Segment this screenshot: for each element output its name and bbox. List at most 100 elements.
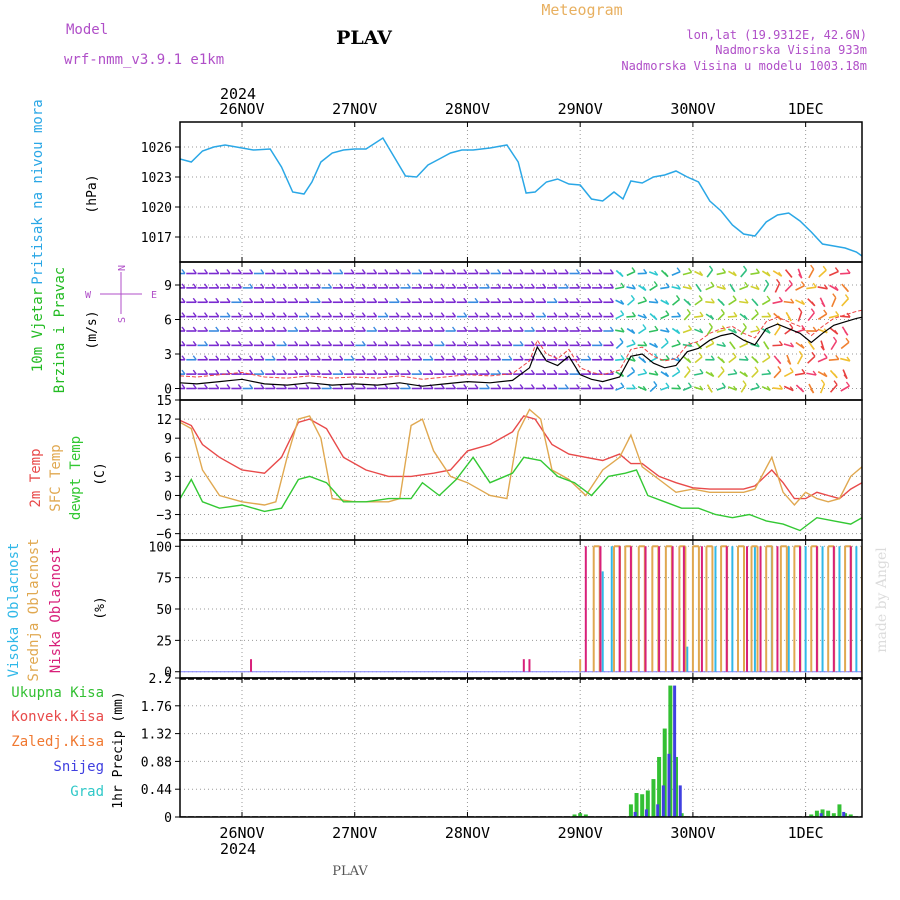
wind-barb-flag	[664, 338, 669, 343]
wind-barb-flag	[440, 297, 445, 303]
wind-barb-flag	[395, 369, 400, 375]
wind-barb-flag	[587, 384, 592, 389]
wind-barb	[761, 299, 771, 306]
wind-barb-flag	[463, 297, 468, 303]
wind-barb	[796, 354, 804, 365]
wind-barb-flag	[654, 298, 659, 304]
wind-barb-flag	[260, 355, 265, 361]
pressure-line	[180, 136, 862, 257]
wind-barb	[841, 297, 850, 307]
wind-barb	[740, 326, 747, 336]
wind-barb	[649, 284, 658, 291]
wind-barb-flag	[654, 370, 659, 376]
y-tick-label: 1.32	[141, 728, 172, 743]
wind-barb-flag	[542, 283, 547, 289]
wind-barb-flag	[249, 326, 254, 332]
wind-barb-flag	[642, 286, 647, 291]
wind-barb-flag	[508, 283, 513, 289]
wind-barb-flag	[519, 384, 524, 389]
wind-barb-flag	[316, 269, 321, 274]
wind-barb-flag	[203, 312, 209, 318]
wind-barb-flag	[237, 384, 242, 389]
wind-barb	[728, 356, 737, 364]
wind-barb-flag	[598, 369, 603, 375]
wind-barb-flag	[809, 388, 815, 394]
temp-line-2	[180, 456, 862, 532]
wind-barb-flag	[181, 326, 186, 332]
wind-barb	[706, 326, 713, 336]
wind-barb-flag	[665, 327, 670, 333]
wind-barb-flag	[564, 297, 569, 303]
wind-barb-flag	[530, 326, 536, 332]
wind-barb-flag	[631, 329, 636, 334]
wind-barb	[806, 372, 817, 376]
wind-barb-flag	[620, 299, 625, 305]
wind-barb	[615, 358, 625, 362]
wind-barb-flag	[282, 340, 288, 346]
wind-barb-flag	[764, 279, 770, 285]
wind-barb-flag	[844, 330, 849, 336]
wind-barb	[783, 300, 794, 304]
wind-barb-flag	[497, 269, 502, 274]
precip-legend-2: Zaledj.Kisa	[11, 734, 104, 750]
wind-barb-flag	[508, 326, 513, 332]
wind-barb-flag	[485, 326, 490, 332]
wind-barb-flag	[361, 297, 366, 303]
wind-barb-flag	[327, 312, 333, 318]
wind-speed-line	[180, 316, 862, 387]
wind-barb-flag	[609, 340, 614, 346]
wind-barb	[840, 357, 851, 362]
y-tick-label: 6	[164, 314, 172, 329]
wind-barb-flag	[767, 312, 772, 317]
wind-barb-flag	[664, 272, 669, 278]
wind-barb	[831, 297, 837, 308]
wind-barb-flag	[226, 297, 231, 303]
panel-clouds: 0 25 50 75 100 Visoka Oblacnost Srednja Oblacn…	[6, 538, 863, 682]
wind-barb-flag	[429, 369, 434, 375]
wind-barb-flag	[192, 326, 197, 332]
wind-barb-flag	[327, 340, 333, 346]
wind-barb	[806, 286, 817, 290]
wind-barb-flag	[721, 284, 726, 290]
model-name: wrf-nmm_v3.9.1 e1km	[64, 52, 224, 68]
wind-barb	[797, 311, 803, 322]
wind-barb-flag	[710, 371, 715, 377]
wind-barb-flag	[542, 340, 547, 346]
wind-barb-flag	[643, 368, 648, 374]
wind-barb-flag	[778, 340, 784, 346]
y-tick-label: 0.44	[141, 783, 172, 798]
wind-barb-flag	[564, 312, 569, 318]
wind-barb-flag	[720, 301, 725, 306]
wind-barb-flag	[260, 369, 265, 375]
precip-bar	[814, 810, 819, 817]
wind-barb-flag	[642, 313, 647, 319]
wind-barb	[682, 286, 692, 290]
wind-barb	[626, 270, 636, 277]
wind-barb	[682, 271, 692, 276]
wind-label-1: 10m Vjetar	[30, 288, 46, 372]
wind-barb-flag	[820, 345, 825, 351]
wind-barb-flag	[766, 295, 771, 301]
wind-barb-flag	[451, 312, 457, 318]
wind-barb-flag	[440, 269, 445, 274]
wind-barb-flag	[350, 297, 355, 303]
wind-barb	[615, 329, 625, 333]
wind-barb	[739, 300, 749, 304]
wind-barb-flag	[192, 369, 197, 375]
wind-barb-flag	[327, 369, 333, 375]
wind-barb-flag	[294, 269, 299, 274]
wind-barb-flag	[463, 340, 468, 346]
wind-barb-flag	[192, 312, 197, 318]
wind-barb-flag	[575, 297, 581, 303]
wind-barb-flag	[653, 315, 658, 321]
wind-barb	[660, 386, 670, 391]
wind-barb-flag	[203, 369, 209, 375]
pressure-unit-label: (hPa)	[85, 174, 100, 213]
wind-barb-flag	[497, 312, 502, 318]
wind-barb	[705, 285, 715, 291]
wind-barb	[750, 285, 760, 291]
wind-barb-flag	[564, 340, 569, 346]
wind-barb	[750, 386, 760, 391]
y-tick-label: 0	[164, 811, 172, 826]
wind-barb	[615, 341, 624, 350]
